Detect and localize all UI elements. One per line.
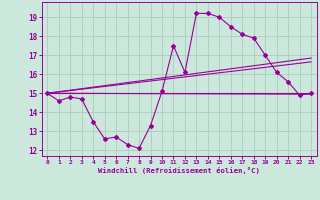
X-axis label: Windchill (Refroidissement éolien,°C): Windchill (Refroidissement éolien,°C)	[98, 167, 260, 174]
